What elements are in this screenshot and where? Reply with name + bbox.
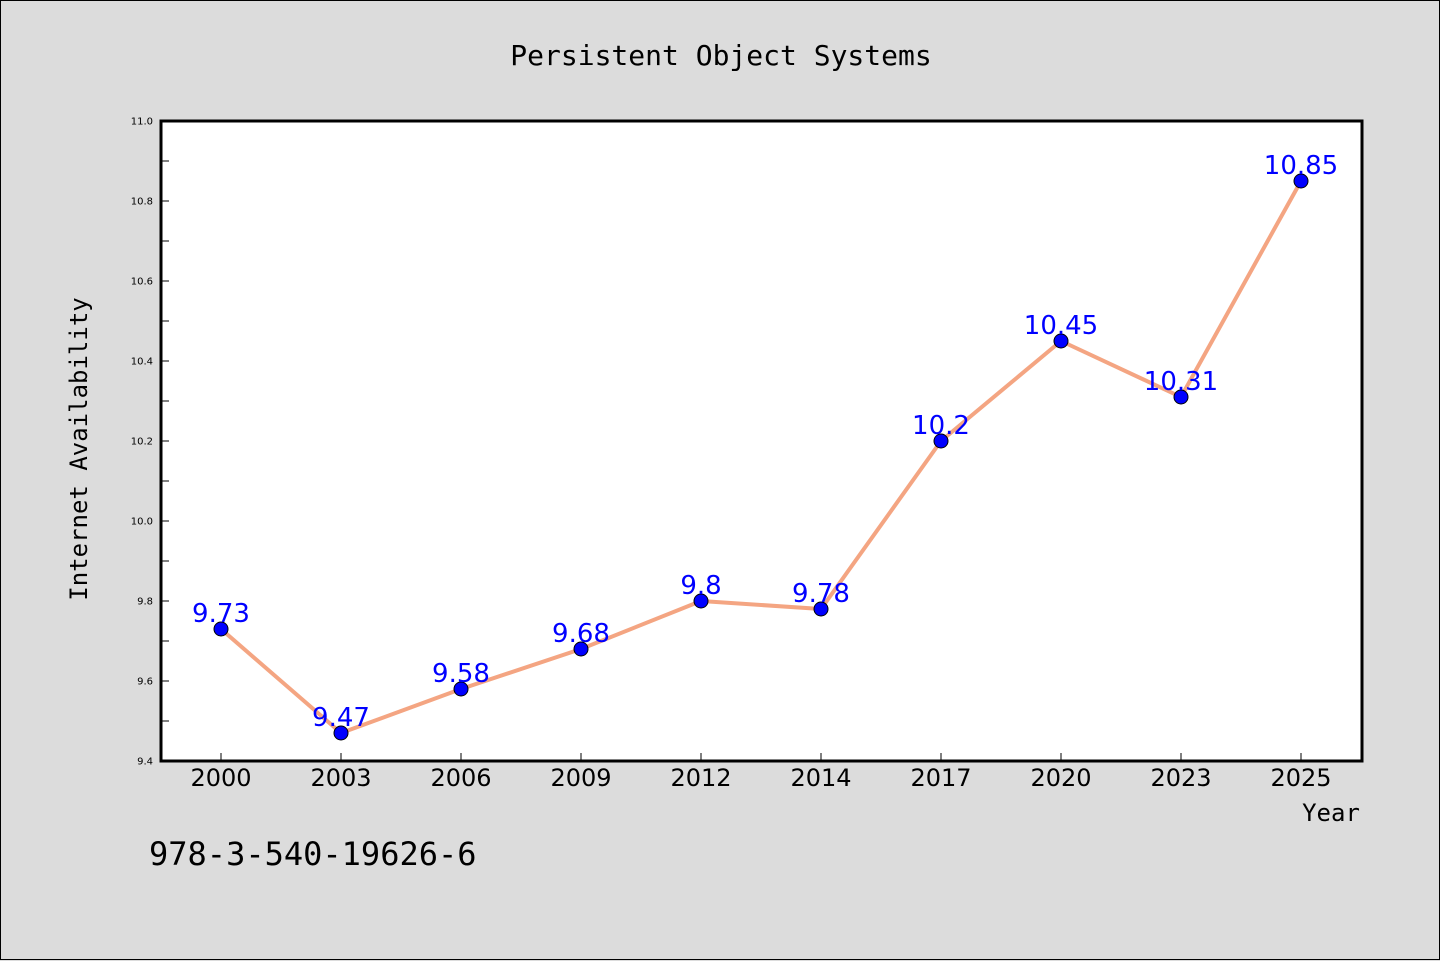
data-label: 10.85 (1264, 151, 1338, 181)
data-point (1173, 389, 1189, 405)
data-label: 9.58 (432, 659, 490, 689)
data-label: 10.2 (912, 411, 970, 441)
x-tick-label: 2006 (430, 764, 491, 792)
y-tick-label: 9.4 (137, 757, 153, 768)
data-point (1053, 333, 1069, 349)
y-tick-label: 9.8 (137, 597, 153, 608)
data-label: 10.31 (1144, 367, 1218, 397)
data-point (813, 601, 829, 617)
data-point (573, 641, 589, 657)
y-tick-label: 10.6 (131, 277, 153, 288)
x-tick-label: 2020 (1030, 764, 1091, 792)
x-tick-label: 2012 (670, 764, 731, 792)
data-label: 10.45 (1024, 311, 1098, 341)
series-line (213, 173, 1309, 741)
data-labels: 9.73 9.47 9.58 9.68 9.8 9.78 10.2 10.45 10.31 10.… (192, 151, 1338, 733)
y-axis: 9.4 9.6 9.8 10.0 10.2 10.4 10.6 10.8 11.0 (131, 117, 169, 768)
y-tick-label: 11.0 (131, 117, 153, 128)
data-point (213, 621, 229, 637)
data-point (453, 681, 469, 697)
data-label: 9.68 (552, 619, 610, 649)
y-tick-label: 9.6 (137, 677, 153, 688)
x-tick-label: 2014 (790, 764, 851, 792)
y-tick-label: 10.2 (131, 437, 153, 448)
data-label: 9.47 (312, 703, 370, 733)
isbn-footer: 978-3-540-19626-6 (149, 835, 477, 873)
x-tick-label: 2025 (1270, 764, 1331, 792)
chart-title: Persistent Object Systems (510, 39, 931, 72)
plot-area (161, 121, 1362, 761)
data-point (693, 593, 709, 609)
x-tick-label: 2023 (1150, 764, 1211, 792)
y-tick-label: 10.8 (131, 197, 153, 208)
y-axis-label: Internet Availability (65, 297, 93, 600)
plot-border (159, 119, 1364, 763)
x-axis-label: Year (1302, 799, 1360, 827)
data-point (333, 725, 349, 741)
data-label: 9.78 (792, 579, 850, 609)
x-tick-label: 2009 (550, 764, 611, 792)
x-tick-label: 2003 (310, 764, 371, 792)
data-point (933, 433, 949, 449)
x-tick-label: 2017 (910, 764, 971, 792)
x-tick-label: 2000 (190, 764, 251, 792)
y-tick-label: 10.4 (131, 357, 153, 368)
y-tick-label: 10.0 (131, 517, 153, 528)
data-label: 9.73 (192, 599, 250, 629)
data-label: 9.8 (680, 571, 721, 601)
data-point (1293, 173, 1309, 189)
x-axis: 2000 2003 2006 2009 2012 2014 2017 2020 2023 2025 (190, 753, 1332, 792)
series-polyline (219, 180, 1303, 735)
